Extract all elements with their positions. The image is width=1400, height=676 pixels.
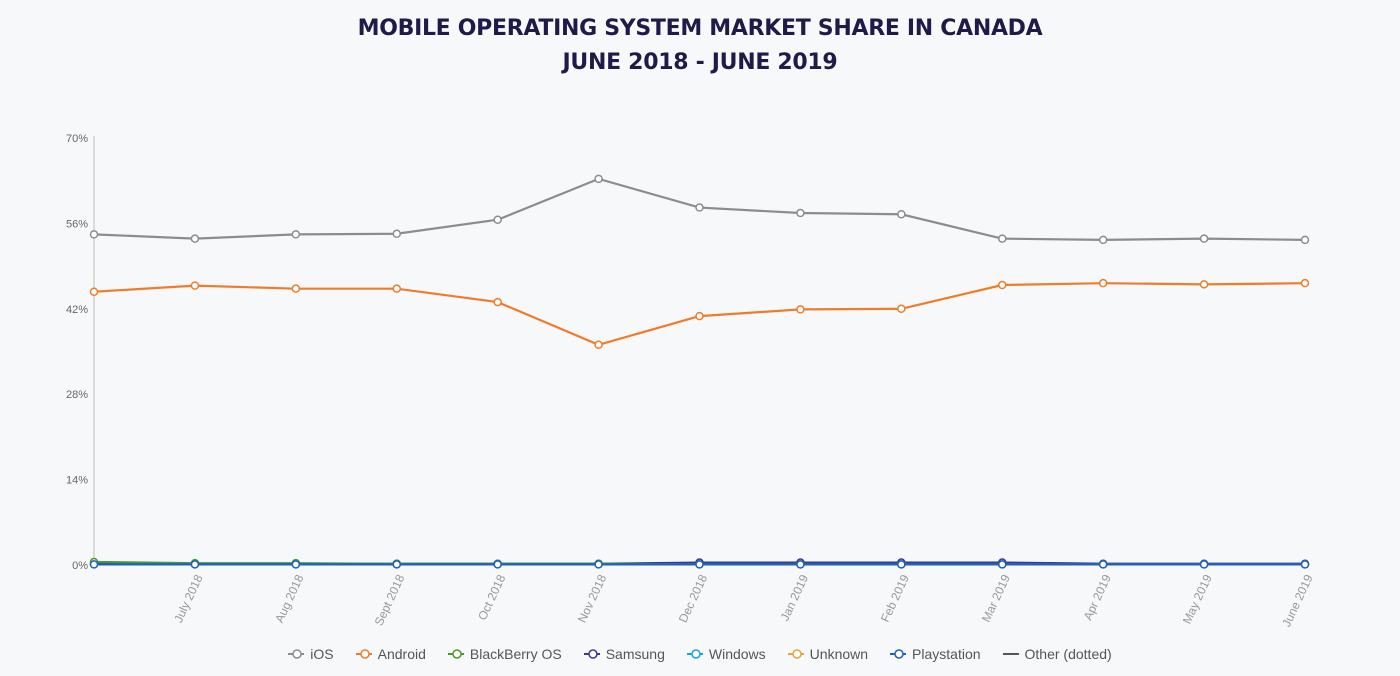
data-point <box>695 203 704 212</box>
legend-marker-icon <box>583 649 600 659</box>
data-point <box>796 208 805 218</box>
x-tick-label: July 2018 <box>171 572 206 625</box>
chart-legend: iOS Android BlackBerry OS Samsung Windows Unk… <box>0 646 1400 662</box>
x-tick-label: Apr 2019 <box>1081 572 1114 622</box>
chart-title: MOBILE OPERATING SYSTEM MARKET SHARE IN … <box>0 12 1400 80</box>
legend-marker-icon <box>1002 653 1019 655</box>
data-point <box>897 560 906 569</box>
data-point <box>1300 235 1310 245</box>
data-point <box>695 311 704 321</box>
legend-marker-icon <box>355 649 372 659</box>
data-point <box>796 305 805 314</box>
data-point <box>897 304 906 314</box>
legend-item-ios[interactable]: iOS <box>288 646 334 662</box>
data-point <box>493 215 502 224</box>
data-point <box>897 210 906 219</box>
x-tick-label: Jan 2019 <box>778 572 812 623</box>
data-point <box>291 560 301 569</box>
line-chart: 0% 14% 28% 42% 56% 70% July 2018 Aug 2018 Sept 2… <box>66 133 1316 629</box>
x-tick-label: Oct 2018 <box>475 572 508 622</box>
series-playstation <box>89 560 1310 569</box>
data-point <box>998 560 1007 569</box>
legend-item-android[interactable]: Android <box>355 646 426 662</box>
series-android <box>89 278 1310 350</box>
x-tick-label: June 2019 <box>1279 572 1316 629</box>
data-point <box>190 560 200 569</box>
data-point <box>695 560 704 569</box>
data-point <box>392 229 401 239</box>
y-tick-label: 28% <box>66 389 88 401</box>
x-tick-label: May 2019 <box>1180 572 1215 626</box>
legend-item-blackberry-os[interactable]: BlackBerry OS <box>447 646 562 662</box>
x-tick-label: Aug 2018 <box>272 572 307 625</box>
series-ios <box>89 174 1310 245</box>
data-point <box>998 234 1007 243</box>
data-point <box>1300 560 1310 569</box>
y-tick-label: 70% <box>66 133 88 145</box>
data-point <box>594 174 603 184</box>
x-tick-label: Mar 2019 <box>979 572 1013 624</box>
data-point <box>594 340 603 350</box>
data-point <box>1300 278 1310 288</box>
data-point <box>392 284 401 293</box>
legend-marker-icon <box>447 649 464 659</box>
legend-marker-icon <box>686 649 703 659</box>
legend-label: Other (dotted) <box>1024 646 1112 662</box>
legend-item-unknown[interactable]: Unknown <box>787 646 869 662</box>
data-point <box>1199 234 1209 243</box>
y-tick-label: 56% <box>66 218 88 230</box>
legend-label: BlackBerry OS <box>469 646 562 662</box>
legend-item-samsung[interactable]: Samsung <box>583 646 665 662</box>
data-point <box>291 284 301 293</box>
legend-item-playstation[interactable]: Playstation <box>890 646 981 662</box>
legend-label: iOS <box>310 646 334 662</box>
data-point <box>1199 560 1209 569</box>
chart-title-line-1: MOBILE OPERATING SYSTEM MARKET SHARE IN … <box>357 16 1043 41</box>
data-point <box>89 287 99 296</box>
y-tick-label: 0% <box>72 560 88 572</box>
data-point <box>1098 560 1108 569</box>
legend-label: Windows <box>708 646 766 662</box>
legend-item-windows[interactable]: Windows <box>686 646 766 662</box>
data-point <box>291 230 301 239</box>
data-point <box>493 560 502 569</box>
legend-label: Unknown <box>809 646 869 662</box>
legend-label: Playstation <box>912 646 981 662</box>
data-point <box>1098 278 1108 288</box>
data-point <box>190 234 200 243</box>
legend-marker-icon <box>787 649 804 659</box>
data-point <box>796 560 805 569</box>
data-point <box>594 560 603 569</box>
legend-label: Android <box>377 646 426 662</box>
legend-item-other-dotted-[interactable]: Other (dotted) <box>1002 646 1112 662</box>
data-point <box>89 230 99 239</box>
legend-marker-icon <box>890 649 907 659</box>
x-tick-label: Nov 2018 <box>575 572 610 625</box>
data-point <box>493 297 502 307</box>
data-point <box>998 280 1007 290</box>
y-tick-label: 14% <box>66 475 88 487</box>
x-tick-label: Feb 2019 <box>878 572 912 624</box>
legend-label: Samsung <box>605 646 665 662</box>
legend-marker-icon <box>288 649 305 659</box>
y-tick-label: 42% <box>66 304 88 316</box>
data-point <box>89 560 99 569</box>
x-tick-label: Sept 2018 <box>372 572 408 628</box>
data-point <box>190 281 200 290</box>
data-point <box>1098 235 1108 245</box>
x-tick-label: Dec 2018 <box>676 572 711 625</box>
data-point <box>392 560 401 569</box>
data-point <box>1199 280 1209 289</box>
chart-title-line-2: JUNE 2018 - JUNE 2019 <box>562 50 838 75</box>
